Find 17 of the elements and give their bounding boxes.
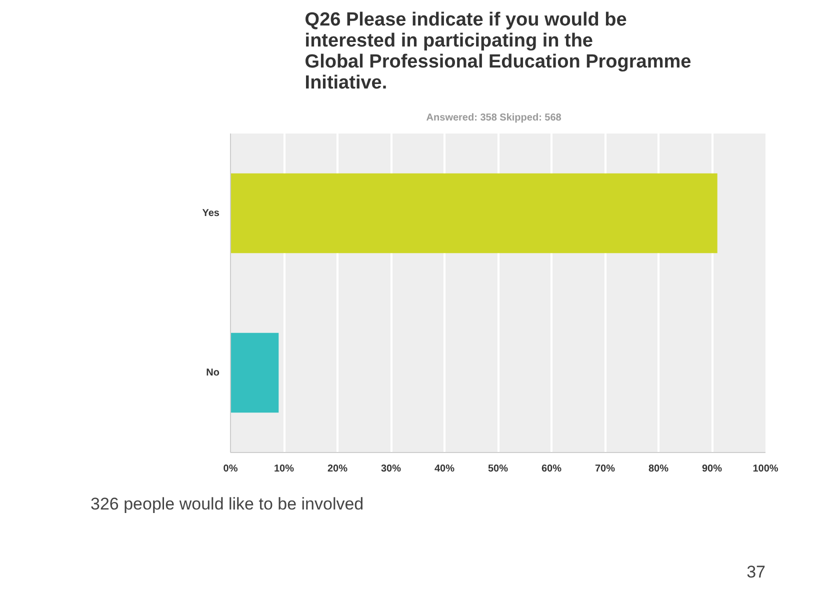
x-tick-label: 100% <box>752 464 778 474</box>
text: 326 people would like to be involved <box>90 494 364 514</box>
x-tick-label: 10% <box>274 464 294 474</box>
x-tick-label: 0% <box>223 464 238 474</box>
x-tick-label: 70% <box>594 464 616 474</box>
y-tick-label: Yes <box>202 208 220 219</box>
y-tick-label: No <box>206 367 220 378</box>
x-tick-label: 50% <box>488 464 508 474</box>
x-tick-label: 20% <box>327 464 348 474</box>
chart-title: Q26 Please indicate if you would be interested in participating in the Global Professional Education Programme Initiative. <box>304 10 692 94</box>
chart-subtitle: Answered: 358 Skipped: 568 <box>426 112 562 124</box>
x-tick-label: 60% <box>541 464 562 474</box>
x-tick-label: 90% <box>702 464 722 474</box>
x-tick-label: 40% <box>434 464 455 474</box>
x-tick-label: 30% <box>380 464 402 474</box>
x-tick-label: 80% <box>648 464 669 474</box>
text: 37 <box>746 562 766 582</box>
